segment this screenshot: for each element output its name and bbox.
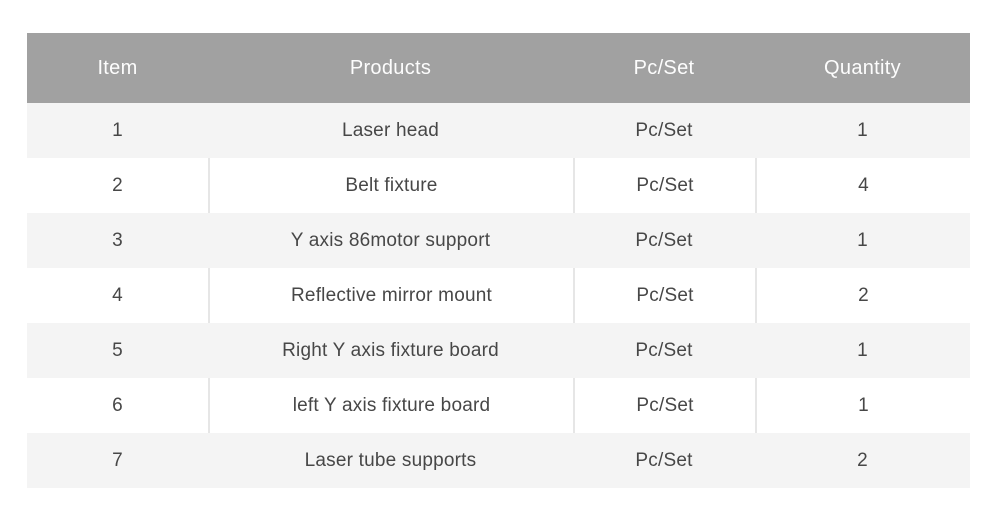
cell-quantity: 1	[857, 339, 868, 361]
table-row: 1 Laser head Pc/Set 1	[27, 103, 970, 158]
cell-quantity: 4	[755, 158, 970, 213]
column-header-pcset: Pc/Set	[633, 56, 695, 79]
cell-pcset: Pc/Set	[573, 268, 755, 323]
cell-product: Right Y axis fixture board	[282, 339, 499, 361]
table-row: 7 Laser tube supports Pc/Set 2	[27, 433, 970, 488]
column-header-products: Products	[349, 56, 432, 79]
cell-product: left Y axis fixture board	[208, 378, 573, 433]
cell-quantity: 2	[857, 449, 868, 471]
cell-quantity: 1	[755, 378, 970, 433]
table-row: 5 Right Y axis fixture board Pc/Set 1	[27, 323, 970, 378]
cell-quantity: 1	[857, 119, 868, 141]
cell-quantity: 1	[857, 229, 868, 251]
cell-pcset: Pc/Set	[573, 378, 755, 433]
cell-item: 2	[112, 174, 123, 196]
column-header-quantity: Quantity	[824, 56, 901, 79]
cell-item: 1	[112, 119, 123, 141]
cell-pcset: Pc/Set	[635, 119, 693, 141]
cell-pcset: Pc/Set	[635, 229, 693, 251]
table-row: 6 left Y axis fixture board Pc/Set 1	[27, 378, 970, 433]
cell-product: Reflective mirror mount	[208, 268, 573, 323]
table-row: 4 Reflective mirror mount Pc/Set 2	[27, 268, 970, 323]
cell-item: 3	[112, 229, 123, 251]
cell-pcset: Pc/Set	[635, 449, 693, 471]
cell-product: Y axis 86motor support	[290, 229, 491, 251]
column-header-item: Item	[97, 56, 138, 79]
cell-item: 6	[112, 394, 123, 416]
cell-item: 4	[112, 284, 123, 306]
cell-product: Laser head	[341, 119, 440, 141]
cell-pcset: Pc/Set	[573, 158, 755, 213]
cell-item: 5	[112, 339, 123, 361]
cell-pcset: Pc/Set	[635, 339, 693, 361]
cell-product: Belt fixture	[208, 158, 573, 213]
cell-quantity: 2	[755, 268, 970, 323]
table-header-row: Item Products Pc/Set Quantity	[27, 33, 970, 103]
table-row: 3 Y axis 86motor support Pc/Set 1	[27, 213, 970, 268]
cell-product: Laser tube supports	[304, 449, 477, 471]
parts-table: Item Products Pc/Set Quantity 1 Laser he…	[27, 33, 970, 488]
cell-item: 7	[112, 449, 123, 471]
table-row: 2 Belt fixture Pc/Set 4	[27, 158, 970, 213]
